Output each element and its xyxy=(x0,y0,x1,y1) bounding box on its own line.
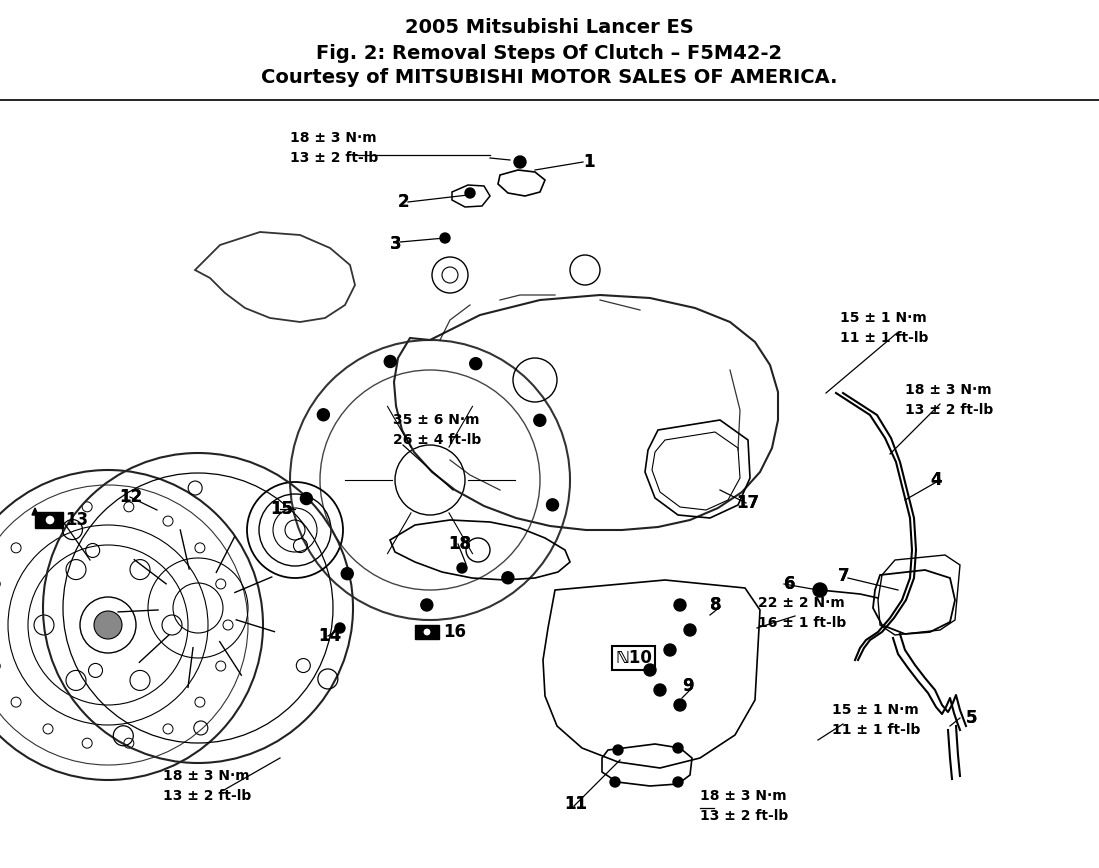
Text: 8: 8 xyxy=(710,596,722,614)
Text: 3: 3 xyxy=(390,235,401,253)
Polygon shape xyxy=(415,625,439,639)
Text: 15: 15 xyxy=(270,500,293,518)
Circle shape xyxy=(423,628,431,636)
Text: 3: 3 xyxy=(390,235,401,253)
Circle shape xyxy=(341,568,353,580)
Text: 13: 13 xyxy=(65,511,88,529)
Text: 4: 4 xyxy=(930,471,942,489)
Polygon shape xyxy=(32,508,38,515)
Circle shape xyxy=(613,745,623,755)
Text: 11: 11 xyxy=(564,795,587,813)
Text: 6: 6 xyxy=(784,575,796,593)
Text: 5: 5 xyxy=(966,709,977,727)
Text: 12: 12 xyxy=(119,488,142,506)
Circle shape xyxy=(664,644,676,656)
Text: 2: 2 xyxy=(398,193,410,211)
Text: 15: 15 xyxy=(270,500,293,518)
Text: 18 ± 3 N·m
13 ± 2 ft-lb: 18 ± 3 N·m 13 ± 2 ft-lb xyxy=(290,131,378,165)
Text: 18: 18 xyxy=(448,535,471,553)
Circle shape xyxy=(654,684,666,696)
Text: 7: 7 xyxy=(839,567,850,585)
Circle shape xyxy=(502,572,514,584)
Text: 4: 4 xyxy=(930,471,942,489)
Text: 6: 6 xyxy=(784,575,796,593)
Circle shape xyxy=(469,358,481,370)
Text: 14: 14 xyxy=(318,627,341,645)
Text: 2005 Mitsubishi Lancer ES: 2005 Mitsubishi Lancer ES xyxy=(406,18,693,37)
Text: 12: 12 xyxy=(119,488,142,506)
Text: 18 ± 3 N·m
13 ± 2 ft-lb: 18 ± 3 N·m 13 ± 2 ft-lb xyxy=(700,789,788,823)
Text: 7: 7 xyxy=(839,567,850,585)
Text: Courtesy of MITSUBISHI MOTOR SALES OF AMERICA.: Courtesy of MITSUBISHI MOTOR SALES OF AM… xyxy=(262,68,837,87)
Text: 11: 11 xyxy=(564,795,587,813)
Text: 18: 18 xyxy=(448,535,471,553)
Circle shape xyxy=(465,188,475,198)
Text: 14: 14 xyxy=(318,627,341,645)
Circle shape xyxy=(95,611,122,639)
Circle shape xyxy=(674,599,686,611)
Text: 8: 8 xyxy=(710,596,722,614)
Circle shape xyxy=(514,156,526,168)
Circle shape xyxy=(644,664,656,676)
Circle shape xyxy=(610,777,620,787)
Circle shape xyxy=(684,624,696,636)
Circle shape xyxy=(534,414,546,426)
Circle shape xyxy=(674,699,686,711)
Text: 9: 9 xyxy=(682,677,693,695)
Circle shape xyxy=(385,356,397,367)
Polygon shape xyxy=(35,512,63,528)
Circle shape xyxy=(45,515,55,525)
Circle shape xyxy=(546,499,558,511)
Circle shape xyxy=(318,409,330,421)
Text: 15 ± 1 N·m
11 ± 1 ft-lb: 15 ± 1 N·m 11 ± 1 ft-lb xyxy=(832,703,920,737)
Circle shape xyxy=(813,583,828,597)
Circle shape xyxy=(673,743,682,753)
Text: 22 ± 2 N·m
16 ± 1 ft-lb: 22 ± 2 N·m 16 ± 1 ft-lb xyxy=(758,596,846,630)
Circle shape xyxy=(440,233,449,243)
Text: 1: 1 xyxy=(582,153,595,171)
Circle shape xyxy=(335,623,345,633)
Text: 35 ± 6 N·m
26 ± 4 ft-lb: 35 ± 6 N·m 26 ± 4 ft-lb xyxy=(393,413,481,447)
Text: 17: 17 xyxy=(736,494,759,512)
Circle shape xyxy=(300,492,312,504)
Text: 1: 1 xyxy=(582,153,595,171)
Text: 9: 9 xyxy=(682,677,693,695)
Text: 15 ± 1 N·m
11 ± 1 ft-lb: 15 ± 1 N·m 11 ± 1 ft-lb xyxy=(840,312,929,345)
Text: Fig. 2: Removal Steps Of Clutch – F5M42-2: Fig. 2: Removal Steps Of Clutch – F5M42-… xyxy=(317,44,782,63)
Text: 2: 2 xyxy=(398,193,410,211)
Text: 5: 5 xyxy=(966,709,977,727)
Text: 18 ± 3 N·m
13 ± 2 ft-lb: 18 ± 3 N·m 13 ± 2 ft-lb xyxy=(163,769,252,803)
Circle shape xyxy=(421,599,433,611)
Text: 18 ± 3 N·m
13 ± 2 ft-lb: 18 ± 3 N·m 13 ± 2 ft-lb xyxy=(904,384,993,417)
Text: 17: 17 xyxy=(736,494,759,512)
Circle shape xyxy=(457,563,467,573)
Text: ℕ10: ℕ10 xyxy=(615,649,652,667)
Circle shape xyxy=(673,777,682,787)
Text: 16: 16 xyxy=(443,623,466,641)
